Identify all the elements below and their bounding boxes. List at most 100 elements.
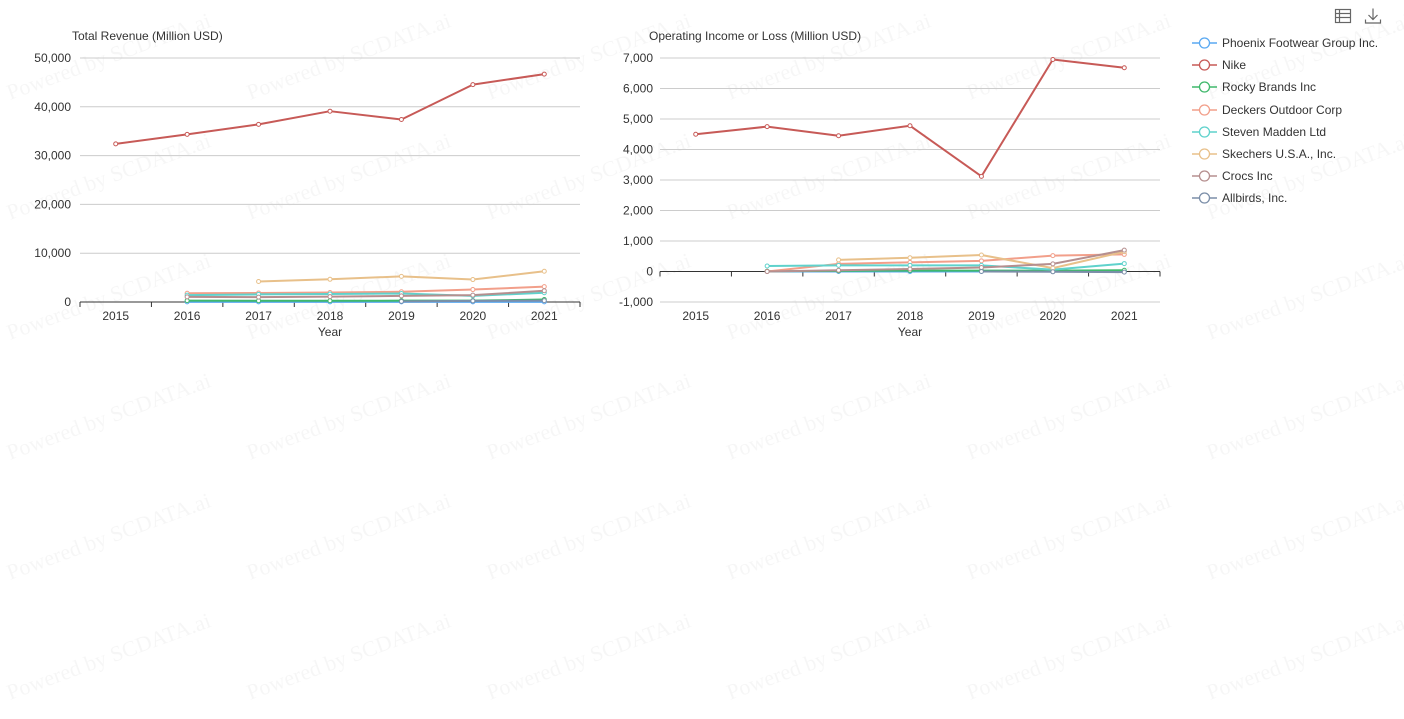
- operating-income-point-nike[interactable]: [693, 131, 699, 137]
- legend-item-steven-madden-ltd[interactable]: Steven Madden Ltd: [1192, 121, 1378, 143]
- operating-income-point-crocs-inc[interactable]: [1050, 261, 1056, 267]
- operating-income-point-skechers-u-s-a-inc[interactable]: [907, 255, 913, 261]
- operating-income-y-tick-label: 0: [646, 265, 653, 279]
- operating-income-point-skechers-u-s-a-inc[interactable]: [836, 257, 842, 263]
- revenue-point-allbirds-inc[interactable]: [398, 298, 404, 304]
- revenue-point-nike[interactable]: [184, 131, 190, 137]
- revenue-point-crocs-inc[interactable]: [541, 288, 547, 294]
- revenue-x-axis: 2015 2016 2017 2018 2019 2020 2021: [79, 301, 581, 323]
- operating-income-point-skechers-u-s-a-inc[interactable]: [978, 252, 984, 258]
- revenue-point-nike[interactable]: [470, 82, 476, 88]
- watermark-text: Powered by SCDATA.ai: [723, 368, 934, 465]
- revenue-point-crocs-inc[interactable]: [256, 294, 262, 300]
- revenue-point-nike[interactable]: [113, 141, 119, 147]
- revenue-x-axis-label: Year: [318, 325, 342, 339]
- revenue-point-deckers-outdoor-corp[interactable]: [470, 287, 476, 293]
- legend-item-rocky-brands-inc[interactable]: Rocky Brands Inc: [1192, 76, 1378, 98]
- legend-label: Allbirds, Inc.: [1222, 191, 1288, 206]
- revenue-x-tick-label: 2019: [388, 309, 415, 323]
- watermark-text: Powered by SCDATA.ai: [1203, 488, 1404, 585]
- legend-swatch-icon: [1192, 37, 1217, 49]
- operating-income-series-allbirds-inc: [978, 269, 1127, 275]
- legend-label: Skechers U.S.A., Inc.: [1222, 147, 1337, 162]
- operating-income-point-deckers-outdoor-corp[interactable]: [978, 258, 984, 264]
- operating-income-point-nike[interactable]: [764, 124, 770, 130]
- legend-item-deckers-outdoor-corp[interactable]: Deckers Outdoor Corp: [1192, 99, 1378, 121]
- operating-income-y-tick-label: 5,000: [623, 112, 653, 126]
- operating-income-y-tick-label: 2,000: [623, 204, 653, 218]
- operating-income-point-allbirds-inc[interactable]: [978, 269, 984, 274]
- operating-income-x-axis-label: Year: [898, 325, 922, 339]
- revenue-x-tick-label: 2021: [531, 309, 558, 323]
- operating-income-point-steven-madden-ltd[interactable]: [764, 263, 770, 269]
- revenue-point-crocs-inc[interactable]: [470, 292, 476, 298]
- revenue-y-tick-label: 0: [64, 295, 71, 309]
- operating-income-point-nike[interactable]: [1121, 65, 1127, 71]
- chart-toolbox: [1334, 7, 1382, 25]
- operating-income-y-tick-label: 1,000: [623, 234, 653, 248]
- operating-income-point-nike[interactable]: [907, 123, 913, 129]
- watermark-text: Powered by SCDATA.ai: [243, 608, 454, 705]
- revenue-point-crocs-inc[interactable]: [398, 293, 404, 299]
- operating-income-series-nike: [693, 57, 1127, 179]
- legend: Phoenix Footwear Group Inc. Nike Rocky Bra…: [1192, 32, 1378, 210]
- operating-income-point-steven-madden-ltd[interactable]: [836, 262, 842, 268]
- revenue-y-tick-label: 10,000: [34, 246, 71, 260]
- watermark-text: Powered by SCDATA.ai: [723, 488, 934, 585]
- operating-income-point-allbirds-inc[interactable]: [1050, 269, 1056, 275]
- legend-item-allbirds-inc[interactable]: Allbirds, Inc.: [1192, 187, 1378, 209]
- legend-label: Nike: [1222, 58, 1247, 73]
- operating-income-point-nike[interactable]: [836, 133, 842, 139]
- revenue-point-crocs-inc[interactable]: [184, 294, 190, 300]
- revenue-series: [113, 71, 547, 305]
- revenue-x-tick-label: 2017: [245, 309, 272, 323]
- revenue-point-skechers-u-s-a-inc[interactable]: [470, 277, 476, 283]
- operating-income-chart-title: Operating Income or Loss (Million USD): [649, 29, 861, 43]
- legend-item-nike[interactable]: Nike: [1192, 54, 1378, 76]
- legend-swatch-icon: [1192, 126, 1217, 138]
- revenue-point-rocky-brands-inc[interactable]: [327, 298, 333, 304]
- operating-income-point-nike[interactable]: [978, 173, 984, 179]
- revenue-point-allbirds-inc[interactable]: [541, 298, 547, 304]
- revenue-point-skechers-u-s-a-inc[interactable]: [541, 268, 547, 274]
- revenue-point-allbirds-inc[interactable]: [470, 298, 476, 304]
- watermark-text: Powered by SCDATA.ai: [3, 608, 214, 705]
- revenue-point-nike[interactable]: [398, 116, 404, 122]
- revenue-chart-title: Total Revenue (Million USD): [72, 29, 223, 43]
- operating-income-point-crocs-inc[interactable]: [1121, 247, 1127, 253]
- legend-item-phoenix-footwear-group-inc[interactable]: Phoenix Footwear Group Inc.: [1192, 32, 1378, 54]
- operating-income-chart: Operating Income or Loss (Million USD) -…: [619, 29, 1161, 339]
- watermark-text: Powered by SCDATA.ai: [723, 8, 934, 105]
- legend-item-skechers-u-s-a-inc[interactable]: Skechers U.S.A., Inc.: [1192, 143, 1378, 165]
- operating-income-x-tick-label: 2017: [825, 309, 852, 323]
- revenue-point-nike[interactable]: [327, 108, 333, 114]
- legend-item-crocs-inc[interactable]: Crocs Inc: [1192, 165, 1378, 187]
- operating-income-point-crocs-inc[interactable]: [978, 265, 984, 271]
- operating-income-point-allbirds-inc[interactable]: [1121, 269, 1127, 275]
- revenue-series-nike: [113, 71, 547, 147]
- operating-income-point-crocs-inc[interactable]: [764, 269, 770, 274]
- revenue-point-skechers-u-s-a-inc[interactable]: [327, 276, 333, 282]
- revenue-point-skechers-u-s-a-inc[interactable]: [398, 273, 404, 279]
- watermark-text: Powered by SCDATA.ai: [723, 608, 934, 705]
- revenue-point-nike[interactable]: [256, 121, 262, 127]
- revenue-y-tick-label: 20,000: [34, 197, 71, 211]
- operating-income-x-tick-label: 2015: [682, 309, 709, 323]
- download-icon[interactable]: [1364, 7, 1382, 25]
- revenue-point-skechers-u-s-a-inc[interactable]: [256, 279, 262, 285]
- operating-income-point-steven-madden-ltd[interactable]: [1121, 261, 1127, 267]
- revenue-point-crocs-inc[interactable]: [327, 294, 333, 300]
- operating-income-point-crocs-inc[interactable]: [907, 266, 913, 272]
- revenue-point-nike[interactable]: [541, 71, 547, 77]
- operating-income-point-deckers-outdoor-corp[interactable]: [1050, 253, 1056, 259]
- operating-income-gridlines: [660, 57, 1160, 303]
- data-view-icon[interactable]: [1334, 7, 1352, 25]
- operating-income-point-nike[interactable]: [1050, 57, 1056, 63]
- operating-income-x-tick-label: 2020: [1040, 309, 1067, 323]
- watermark-text: Powered by SCDATA.ai: [243, 488, 454, 585]
- watermark-text: Powered by SCDATA.ai: [963, 8, 1174, 105]
- revenue-point-deckers-outdoor-corp[interactable]: [541, 284, 547, 290]
- operating-income-point-crocs-inc[interactable]: [836, 267, 842, 273]
- revenue-x-tick-label: 2018: [317, 309, 344, 323]
- watermark-text: Powered by SCDATA.ai: [1203, 608, 1404, 705]
